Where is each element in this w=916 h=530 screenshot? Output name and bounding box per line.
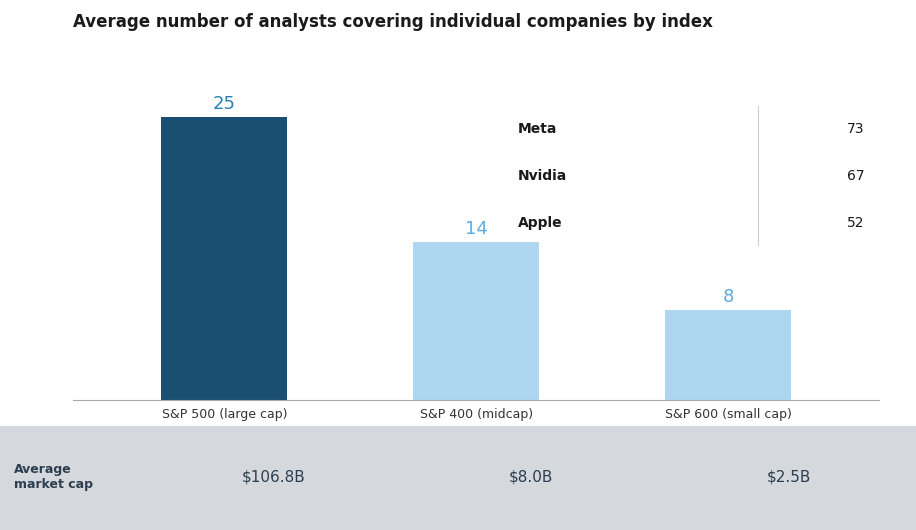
Text: 14: 14 (465, 219, 487, 237)
Text: Meta: Meta (518, 122, 558, 136)
Bar (665, 310, 791, 400)
Text: Average number of analysts covering individual companies by index: Average number of analysts covering indi… (73, 13, 714, 31)
Text: $2.5B: $2.5B (767, 470, 812, 484)
Text: Nvidia: Nvidia (518, 169, 568, 183)
Text: $8.0B: $8.0B (509, 470, 553, 484)
Bar (161, 117, 288, 400)
Text: 73: 73 (846, 122, 864, 136)
Bar (413, 242, 540, 400)
Text: Apple: Apple (518, 216, 562, 229)
Text: Average
market cap: Average market cap (15, 463, 93, 491)
Text: 8: 8 (723, 288, 734, 305)
Text: $106.8B: $106.8B (242, 470, 305, 484)
Text: 25: 25 (213, 95, 236, 113)
Text: 52: 52 (846, 216, 864, 229)
Text: 67: 67 (846, 169, 864, 183)
Text: Analyst coverage (#): Analyst coverage (#) (518, 74, 683, 88)
